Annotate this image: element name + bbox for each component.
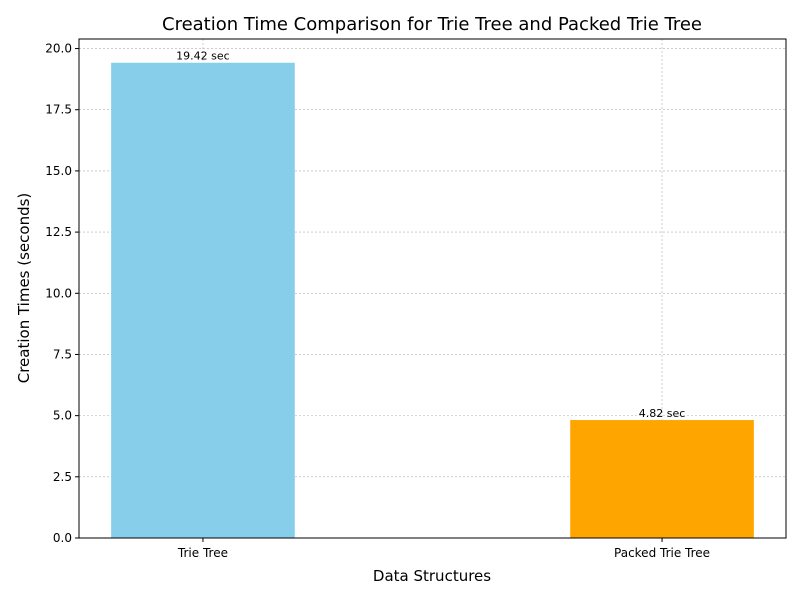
y-tick-label: 7.5: [53, 347, 72, 361]
bar-data-label: 19.42 sec: [176, 50, 230, 63]
chart-title: Creation Time Comparison for Trie Tree a…: [162, 14, 702, 35]
bar: [111, 62, 295, 539]
y-tick-label: 15.0: [45, 164, 72, 178]
y-tick-label: 0.0: [53, 531, 72, 545]
y-tick-label: 5.0: [53, 409, 72, 423]
y-tick-label: 2.5: [53, 470, 72, 484]
y-axis-label: Creation Times (seconds): [15, 193, 33, 384]
plot-frame: [78, 38, 787, 539]
x-tick-label: Packed Trie Tree: [614, 546, 710, 560]
x-tick-label: Trie Tree: [177, 546, 228, 560]
y-tick-label: 20.0: [45, 42, 72, 56]
bar: [570, 420, 754, 538]
y-tick-label: 17.5: [45, 103, 72, 117]
x-axis-label: Data Structures: [373, 567, 491, 585]
bar-data-label: 4.82 sec: [639, 407, 686, 420]
y-tick-label: 10.0: [45, 286, 72, 300]
bars-layer: [111, 62, 754, 539]
ticks-layer: 0.0 2.5 5.0 7.5 10.0 12.5 15.0 17.5 20.0 Trie Tre…: [45, 42, 710, 560]
data-labels-layer: 19.42 sec 4.82 sec: [176, 50, 685, 420]
y-tick-label: 12.5: [45, 225, 72, 239]
